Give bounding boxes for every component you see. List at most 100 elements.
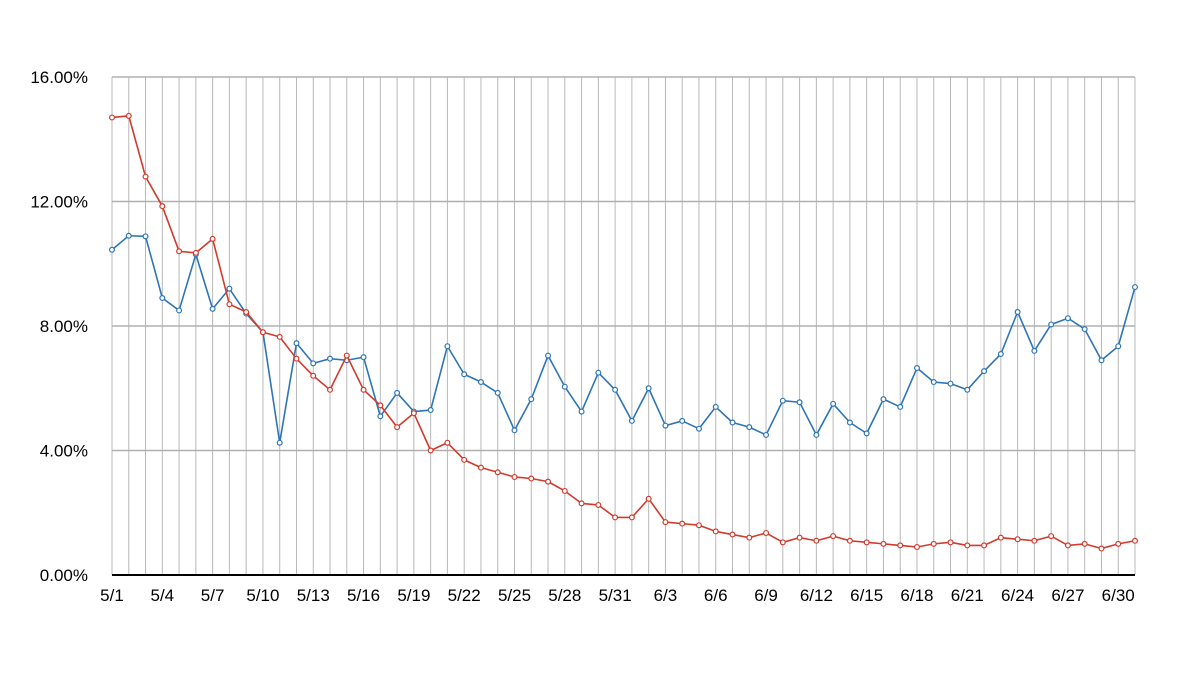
data-point xyxy=(259,329,266,336)
data-point xyxy=(746,424,753,431)
data-point xyxy=(477,379,484,386)
data-point xyxy=(830,400,837,407)
x-tick-label: 6/15 xyxy=(850,586,883,605)
data-point xyxy=(863,539,870,546)
x-tick-label: 5/31 xyxy=(599,586,632,605)
data-point xyxy=(930,540,937,547)
data-point xyxy=(846,537,853,544)
data-point xyxy=(108,114,115,121)
data-point xyxy=(846,419,853,426)
data-point xyxy=(226,285,233,292)
data-point xyxy=(1014,536,1021,543)
data-point xyxy=(192,249,199,256)
data-point xyxy=(394,424,401,431)
data-point xyxy=(142,173,149,180)
data-point xyxy=(763,529,770,536)
data-point xyxy=(561,487,568,494)
data-point xyxy=(276,439,283,446)
data-point xyxy=(763,431,770,438)
data-point xyxy=(1081,326,1088,333)
data-point xyxy=(142,233,149,240)
data-point xyxy=(444,343,451,350)
data-point xyxy=(947,380,954,387)
data-point xyxy=(595,501,602,508)
x-tick-label: 5/7 xyxy=(201,586,225,605)
data-point xyxy=(1081,540,1088,547)
data-point xyxy=(545,478,552,485)
series-group xyxy=(108,112,1138,552)
data-point xyxy=(176,307,183,314)
y-tick-label: 12.00% xyxy=(30,193,88,212)
data-point xyxy=(528,396,535,403)
data-point xyxy=(964,542,971,549)
x-tick-label: 5/28 xyxy=(548,586,581,605)
data-point xyxy=(226,301,233,308)
data-point xyxy=(310,372,317,379)
data-point xyxy=(913,543,920,550)
x-tick-label: 5/13 xyxy=(297,586,330,605)
data-point xyxy=(897,403,904,410)
y-tick-label: 0.00% xyxy=(40,566,88,585)
data-point xyxy=(729,419,736,426)
data-point xyxy=(461,371,468,378)
data-point xyxy=(880,540,887,547)
data-point xyxy=(863,430,870,437)
data-point xyxy=(444,439,451,446)
data-point xyxy=(612,386,619,393)
series-line xyxy=(111,234,1136,444)
data-point xyxy=(377,413,384,420)
data-point xyxy=(545,352,552,359)
y-tick-label: 8.00% xyxy=(40,317,88,336)
gridlines xyxy=(111,76,1136,575)
data-point xyxy=(561,383,568,390)
data-point xyxy=(327,386,334,393)
data-point xyxy=(176,248,183,255)
data-point xyxy=(779,539,786,546)
x-tick-label: 6/21 xyxy=(951,586,984,605)
data-point xyxy=(377,402,384,409)
data-point xyxy=(410,410,417,417)
data-point xyxy=(578,408,585,415)
x-tick-label: 6/6 xyxy=(704,586,728,605)
x-axis-tick-labels: 5/1 5/4 5/7 5/10 5/13 5/16 5/19 5/22 5/25 5/28 5/3… xyxy=(100,586,1135,605)
data-point xyxy=(997,351,1004,358)
x-tick-label: 6/24 xyxy=(1001,586,1034,605)
data-point xyxy=(293,355,300,362)
series-2 xyxy=(108,112,1138,552)
data-point xyxy=(628,514,635,521)
data-point xyxy=(695,425,702,432)
x-tick-label: 6/18 xyxy=(900,586,933,605)
x-tick-label: 5/25 xyxy=(498,586,531,605)
data-point xyxy=(1115,540,1122,547)
data-point xyxy=(930,379,937,386)
data-point xyxy=(209,305,216,312)
data-point xyxy=(360,354,367,361)
data-point xyxy=(981,368,988,375)
data-point xyxy=(645,385,652,392)
data-point xyxy=(1131,284,1138,291)
data-point xyxy=(159,203,166,210)
data-point xyxy=(595,369,602,376)
data-point xyxy=(1115,343,1122,350)
data-point xyxy=(830,533,837,540)
data-point xyxy=(997,534,1004,541)
data-point xyxy=(209,235,216,242)
data-point xyxy=(511,427,518,434)
data-point xyxy=(1131,537,1138,544)
data-point xyxy=(1031,347,1038,354)
data-point xyxy=(729,531,736,538)
x-tick-label: 6/27 xyxy=(1051,586,1084,605)
y-tick-label: 16.00% xyxy=(30,68,88,87)
data-point xyxy=(394,389,401,396)
data-point xyxy=(662,422,669,429)
data-point xyxy=(108,246,115,253)
data-point xyxy=(310,360,317,367)
data-point xyxy=(712,528,719,535)
data-point xyxy=(1064,315,1071,322)
x-tick-label: 5/22 xyxy=(448,586,481,605)
data-point xyxy=(796,534,803,541)
data-point xyxy=(880,396,887,403)
data-point xyxy=(779,397,786,404)
x-tick-label: 5/16 xyxy=(347,586,380,605)
data-point xyxy=(1098,357,1105,364)
